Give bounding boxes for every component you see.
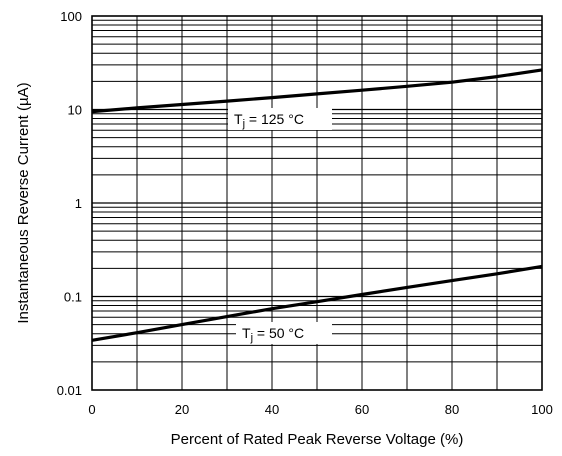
x-tick-label: 80 — [445, 402, 459, 417]
curve-label-box — [228, 108, 332, 130]
plot-frame — [91, 15, 543, 391]
x-axis-title: Percent of Rated Peak Reverse Voltage (%… — [171, 431, 464, 448]
curve-line-0 — [91, 68, 543, 114]
curve-label-rest: = 50 °C — [253, 325, 304, 341]
y-tick-label: 10 — [68, 103, 82, 118]
curve-label-0: Tj = 125 °C — [234, 111, 304, 130]
curve-labels: Tj = 125 °CTj = 50 °C — [228, 108, 332, 344]
curve-label-main: T — [234, 111, 243, 127]
x-tick-label: 0 — [88, 402, 95, 417]
y-tick-label: 0.1 — [64, 290, 82, 305]
y-tick-label: 0.01 — [57, 383, 82, 398]
curve-label-1: Tj = 50 °C — [242, 325, 304, 344]
curves — [91, 68, 543, 342]
y-tick-labels: 0.01 0.1 1 10 100 — [57, 9, 82, 398]
curve-label-subscript: j — [242, 118, 245, 130]
curve-line-1 — [91, 264, 543, 342]
x-tick-label: 20 — [175, 402, 189, 417]
x-tick-label: 60 — [355, 402, 369, 417]
y-tick-label: 1 — [75, 196, 82, 211]
curve-label-main: T — [242, 325, 251, 341]
curve-label-subscript: j — [250, 332, 253, 344]
y-axis-title: Instantaneous Reverse Current (µA) — [15, 82, 32, 323]
x-tick-label: 40 — [265, 402, 279, 417]
y-tick-label: 100 — [60, 9, 82, 24]
curve-label-box — [236, 322, 332, 344]
curve-label-rest: = 125 °C — [245, 111, 304, 127]
x-tick-labels: 0 20 40 60 80 100 — [88, 402, 552, 417]
x-tick-label: 100 — [531, 402, 553, 417]
